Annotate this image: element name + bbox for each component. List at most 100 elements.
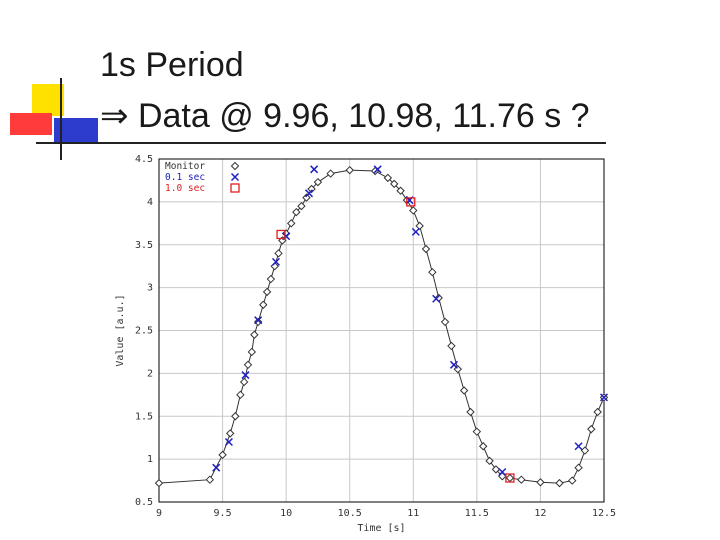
data-point-monitor — [236, 390, 245, 400]
data-point-monitor — [345, 165, 354, 175]
data-point-monitor — [231, 412, 240, 421]
data-point-monitor — [287, 219, 296, 228]
data-point-monitor — [536, 478, 545, 487]
data-point-monitor — [247, 347, 257, 357]
chart-marks — [154, 165, 609, 488]
y-tick-label: 1.5 — [135, 411, 153, 422]
data-point-0-1-sec — [212, 463, 221, 472]
data-point-monitor — [447, 341, 456, 351]
data-point-monitor — [479, 442, 488, 451]
plot-frame — [158, 158, 605, 503]
slide-title-text-2: Data @ 9.96, 10.98, 11.76 s ? — [137, 97, 590, 135]
data-point-0-1-sec — [271, 257, 281, 266]
slide-title-text-1: 1s Period — [100, 46, 244, 84]
data-point-monitor — [485, 456, 494, 466]
slide-title-line-1: 1s Period — [100, 48, 244, 82]
data-point-monitor — [421, 244, 431, 254]
data-point-0-1-sec — [310, 165, 319, 174]
data-point-monitor — [415, 221, 424, 231]
chart-ticks: 9 9.5 10 10.5 11 11.5 12 12.50.511.522.533.544.… — [135, 154, 616, 519]
data-point-1-0-sec — [505, 473, 515, 483]
data-point-monitor — [466, 407, 475, 417]
data-point-0-1-sec — [498, 467, 507, 477]
legend-label: 0.1 sec — [165, 172, 205, 183]
data-point-monitor — [313, 177, 323, 187]
y-tick-label: 3 — [147, 283, 153, 294]
data-point-monitor — [383, 173, 393, 183]
data-point-monitor — [262, 287, 272, 297]
legend-marker — [230, 161, 240, 171]
data-point-0-1-sec — [373, 165, 382, 174]
data-point-0-1-sec — [241, 371, 250, 380]
data-point-monitor — [574, 463, 583, 472]
decor-vertical-line — [60, 78, 62, 160]
data-point-monitor — [243, 360, 253, 370]
data-point-monitor — [253, 317, 263, 327]
x-tick-label: 11 — [407, 508, 419, 519]
data-point-monitor — [239, 377, 249, 387]
data-point-monitor — [593, 407, 602, 417]
x-tick-label: 12 — [534, 508, 546, 519]
implies-arrow-icon: ⇒ — [100, 97, 129, 135]
y-tick-label: 1 — [147, 454, 153, 465]
data-point-monitor — [154, 478, 164, 488]
data-point-monitor — [205, 475, 215, 484]
decor-horizontal-rule — [36, 142, 606, 144]
data-point-0-1-sec — [599, 393, 609, 402]
data-point-monitor — [491, 465, 501, 474]
legend-label: Monitor — [165, 161, 205, 172]
data-point-monitor — [517, 475, 526, 484]
data-point-0-1-sec — [224, 437, 233, 447]
y-tick-label: 3.5 — [135, 240, 153, 251]
y-tick-label: 2 — [147, 368, 153, 379]
data-point-0-1-sec — [574, 442, 583, 451]
data-point-0-1-sec — [432, 294, 441, 303]
data-point-monitor — [555, 478, 564, 488]
data-point-monitor — [390, 179, 399, 189]
data-point-monitor — [218, 450, 227, 460]
data-point-monitor — [428, 267, 437, 277]
slide-title-line-2: ⇒ Data @ 9.96, 10.98, 11.76 s ? — [100, 99, 590, 133]
data-point-monitor — [225, 429, 235, 438]
legend-marker — [230, 172, 240, 182]
data-point-monitor — [472, 427, 482, 436]
chart-background — [107, 147, 622, 537]
chart-container: 9 9.5 10 10.5 11 11.5 12 12.5 0.5 1 1.5 2 2.5 3 3.5 4 4.… — [107, 147, 622, 537]
data-point-monitor — [440, 317, 450, 327]
data-point-monitor — [297, 201, 306, 211]
x-tick-label: 10.5 — [338, 508, 362, 519]
x-tick-label: 12.5 — [592, 508, 616, 519]
data-point-monitor — [396, 186, 405, 195]
y-axis-label: Value [a.u.] — [115, 294, 126, 366]
x-tick-label: 11.5 — [465, 508, 489, 519]
decor-red-bar — [10, 113, 52, 135]
legend-marker — [230, 183, 240, 193]
data-point-monitor — [259, 300, 268, 309]
data-point-monitor — [568, 476, 577, 485]
x-tick-label: 9 — [156, 508, 162, 519]
y-tick-label: 4 — [147, 197, 153, 208]
data-point-monitor — [326, 169, 335, 178]
data-point-monitor — [292, 207, 301, 217]
data-point-monitor — [459, 386, 469, 395]
y-tick-label: 4.5 — [135, 154, 153, 165]
data-point-monitor — [580, 446, 590, 455]
data-point-monitor — [587, 424, 596, 434]
x-tick-label: 9.5 — [214, 508, 232, 519]
data-point-0-1-sec — [449, 360, 459, 369]
legend-label: 1.0 sec — [165, 183, 205, 194]
data-point-monitor — [409, 206, 418, 215]
y-tick-label: 2.5 — [135, 326, 153, 337]
x-tick-label: 10 — [280, 508, 292, 519]
data-point-monitor — [302, 193, 311, 202]
data-point-1-0-sec — [406, 197, 416, 207]
scatter-chart: 9 9.5 10 10.5 11 11.5 12 12.50.511.522.533.544.… — [107, 147, 622, 537]
data-point-1-0-sec — [276, 229, 286, 240]
x-axis-label: Time [s] — [357, 523, 405, 534]
data-point-0-1-sec — [254, 316, 263, 325]
data-point-0-1-sec — [411, 227, 420, 236]
y-tick-label: 0.5 — [135, 497, 153, 508]
data-point-0-1-sec — [304, 189, 314, 198]
data-point-monitor — [266, 274, 276, 284]
